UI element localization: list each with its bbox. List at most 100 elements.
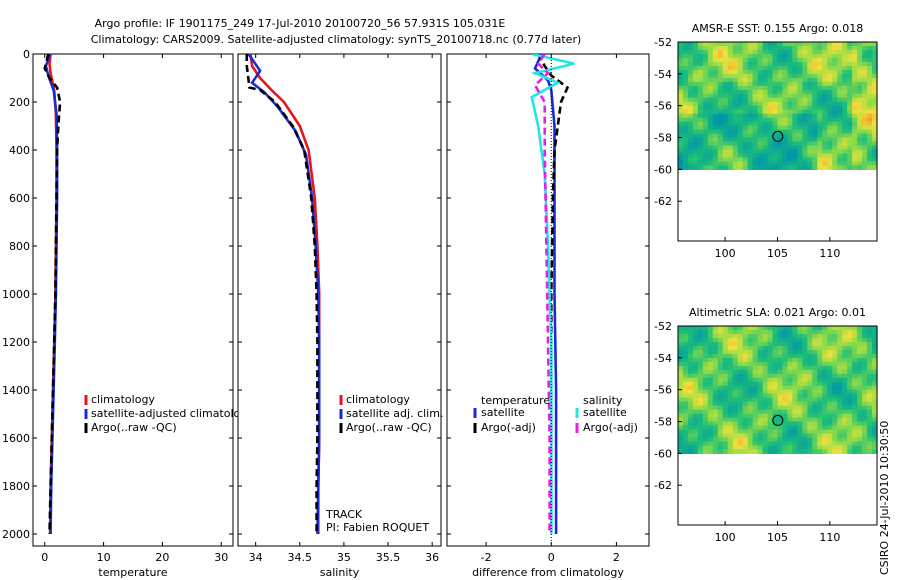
map-cell <box>697 449 704 454</box>
map-cell <box>722 413 729 419</box>
map-cell <box>787 161 794 166</box>
map-cell <box>802 121 808 127</box>
map-cell <box>832 385 838 391</box>
map-cell <box>752 369 759 375</box>
map-cell <box>702 121 709 127</box>
map-cell <box>777 85 784 91</box>
map-cell <box>747 69 754 75</box>
map-cell <box>822 165 828 170</box>
map-cell <box>732 329 739 335</box>
map-cell <box>692 345 699 351</box>
map-cell <box>782 429 789 435</box>
map-cell <box>767 145 774 151</box>
map-cell <box>812 69 818 75</box>
map-cell <box>802 441 808 446</box>
map-cell <box>837 117 843 123</box>
map-cell <box>767 129 774 135</box>
map-cell <box>762 133 769 139</box>
map-cell <box>842 125 848 131</box>
map-cell <box>727 329 734 335</box>
map-cell <box>777 53 784 59</box>
map-cell <box>872 413 878 419</box>
map-cell <box>682 437 689 443</box>
map-cell <box>847 145 853 151</box>
map-cell <box>787 401 794 407</box>
map-cell <box>727 349 734 355</box>
map-cell <box>827 417 833 423</box>
map-cell <box>712 125 719 131</box>
map-cell <box>862 337 868 343</box>
map-cell <box>812 45 818 51</box>
map-cell <box>692 385 699 391</box>
map-cell <box>702 109 709 115</box>
x-tick-label: -2 <box>481 551 492 564</box>
map-cell <box>752 449 759 454</box>
map-cell <box>782 145 789 151</box>
map-cell <box>712 97 719 103</box>
map-cell <box>752 161 759 166</box>
map-cell <box>687 425 694 431</box>
map-cell <box>837 42 843 47</box>
map-cell <box>732 445 739 450</box>
map-cell <box>802 133 808 139</box>
map-cell <box>822 389 828 395</box>
map-cell <box>797 329 803 335</box>
map-cell <box>737 381 744 387</box>
map-cell <box>832 445 838 450</box>
map-cell <box>802 73 808 79</box>
map-cell <box>787 373 794 379</box>
map-cell <box>678 389 684 395</box>
map-cell <box>707 365 714 371</box>
map-cell <box>752 373 759 379</box>
map-cell <box>757 165 764 170</box>
map-cell <box>697 393 704 399</box>
map-cell <box>697 49 704 55</box>
map-cell <box>737 389 744 395</box>
map-cell <box>712 81 719 87</box>
map-cell <box>752 393 759 399</box>
map-cell <box>802 401 808 407</box>
map-cell <box>732 421 739 427</box>
map-cell <box>757 433 764 439</box>
map-cell <box>782 49 789 55</box>
map-cell <box>802 365 808 371</box>
map-cell <box>757 117 764 123</box>
map-cell <box>702 441 709 446</box>
map-cell <box>722 53 729 59</box>
map-cell <box>702 405 709 411</box>
map-cell <box>737 53 744 59</box>
map-cell <box>682 113 689 119</box>
map-cell <box>867 93 873 99</box>
map-cell <box>842 161 848 166</box>
map-cell <box>737 437 744 443</box>
map-cell <box>807 97 813 103</box>
map-cell <box>787 49 794 55</box>
map-cell <box>707 149 714 155</box>
map-cell <box>807 121 813 127</box>
map-cell <box>797 337 803 343</box>
map-cell <box>678 373 684 379</box>
y-tick-label: 1000 <box>2 288 30 301</box>
map-cell <box>737 445 744 450</box>
map-cell <box>852 441 858 446</box>
map-cell <box>842 381 848 387</box>
track-annotation: TRACK <box>325 508 363 521</box>
map-cell <box>787 405 794 411</box>
map-cell <box>678 413 684 419</box>
map-cell <box>707 61 714 67</box>
map-cell <box>682 77 689 83</box>
map-cell <box>812 385 818 391</box>
map-cell <box>737 421 744 427</box>
map-cell <box>742 137 749 143</box>
map-cell <box>852 77 858 83</box>
map-cell <box>842 449 848 454</box>
map-cell <box>862 133 868 139</box>
map-cell <box>757 369 764 375</box>
map-cell <box>772 97 779 103</box>
map-cell <box>762 393 769 399</box>
map-cell <box>792 149 798 155</box>
y-tick-label: 1200 <box>2 336 30 349</box>
map-cell <box>697 425 704 431</box>
map-cell <box>767 421 774 427</box>
map-cell <box>767 61 774 67</box>
